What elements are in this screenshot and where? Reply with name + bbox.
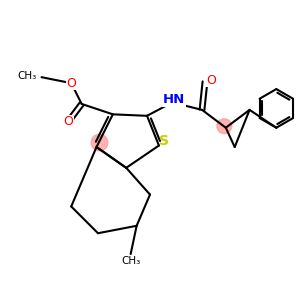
Text: CH₃: CH₃ (121, 256, 140, 266)
Text: O: O (66, 76, 76, 90)
Text: O: O (63, 115, 73, 128)
Circle shape (91, 134, 108, 151)
Text: O: O (206, 74, 216, 87)
Text: CH₃: CH₃ (18, 71, 37, 81)
Text: S: S (159, 134, 169, 148)
Text: HN: HN (163, 93, 185, 106)
Circle shape (217, 119, 232, 134)
